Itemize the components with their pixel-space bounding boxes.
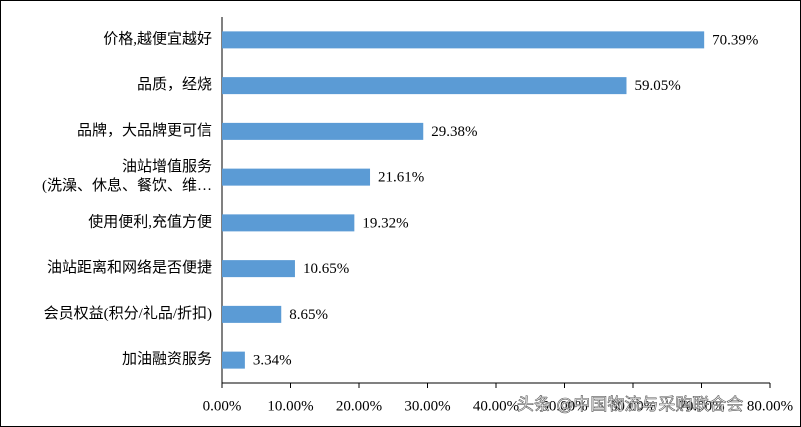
- y-tick-label: 使用便利,充值方便: [88, 213, 212, 230]
- y-tick-label: 品质，经烧: [137, 76, 212, 93]
- bar: [222, 31, 705, 49]
- x-tick-label: 30.00%: [404, 398, 450, 414]
- bar: [222, 214, 355, 232]
- value-label: 3.34%: [253, 353, 292, 369]
- x-tick-label: 20.00%: [336, 398, 382, 414]
- value-label: 8.65%: [289, 307, 328, 323]
- bar: [222, 77, 627, 95]
- bar: [222, 305, 282, 323]
- y-tick-label: 会员权益(积分/礼品/折扣): [44, 305, 212, 322]
- bar: [222, 122, 424, 140]
- x-tick-label: 70.00%: [678, 398, 724, 414]
- value-label: 29.38%: [431, 124, 477, 140]
- y-tick-label: 价格,越便宜越好: [103, 30, 212, 47]
- bar: [222, 260, 295, 278]
- x-tick-label: 50.00%: [541, 398, 587, 414]
- bar: [222, 168, 371, 186]
- x-tick-label: 40.00%: [473, 398, 519, 414]
- value-label: 19.32%: [362, 215, 408, 231]
- bar: [222, 351, 245, 369]
- value-label: 10.65%: [303, 261, 349, 277]
- y-tick-label: 油站距离和网络是否便捷: [47, 259, 212, 276]
- value-label: 21.61%: [378, 170, 424, 186]
- x-tick-label: 60.00%: [610, 398, 656, 414]
- x-tick-label: 10.00%: [267, 398, 313, 414]
- x-tick-label: 0.00%: [203, 398, 242, 414]
- y-tick-label: (洗澡、休息、餐饮、维…: [42, 177, 212, 194]
- y-tick-label: 品牌，大品牌更可信: [77, 122, 212, 139]
- watermark: 头条 @中国物流与采购联合会: [517, 395, 743, 415]
- value-label: 59.05%: [634, 78, 680, 94]
- y-tick-label: 加油融资服务: [122, 351, 212, 368]
- y-tick-label: 油站增值服务: [122, 158, 212, 175]
- x-tick-label: 80.00%: [747, 398, 793, 414]
- value-label: 70.39%: [712, 32, 758, 48]
